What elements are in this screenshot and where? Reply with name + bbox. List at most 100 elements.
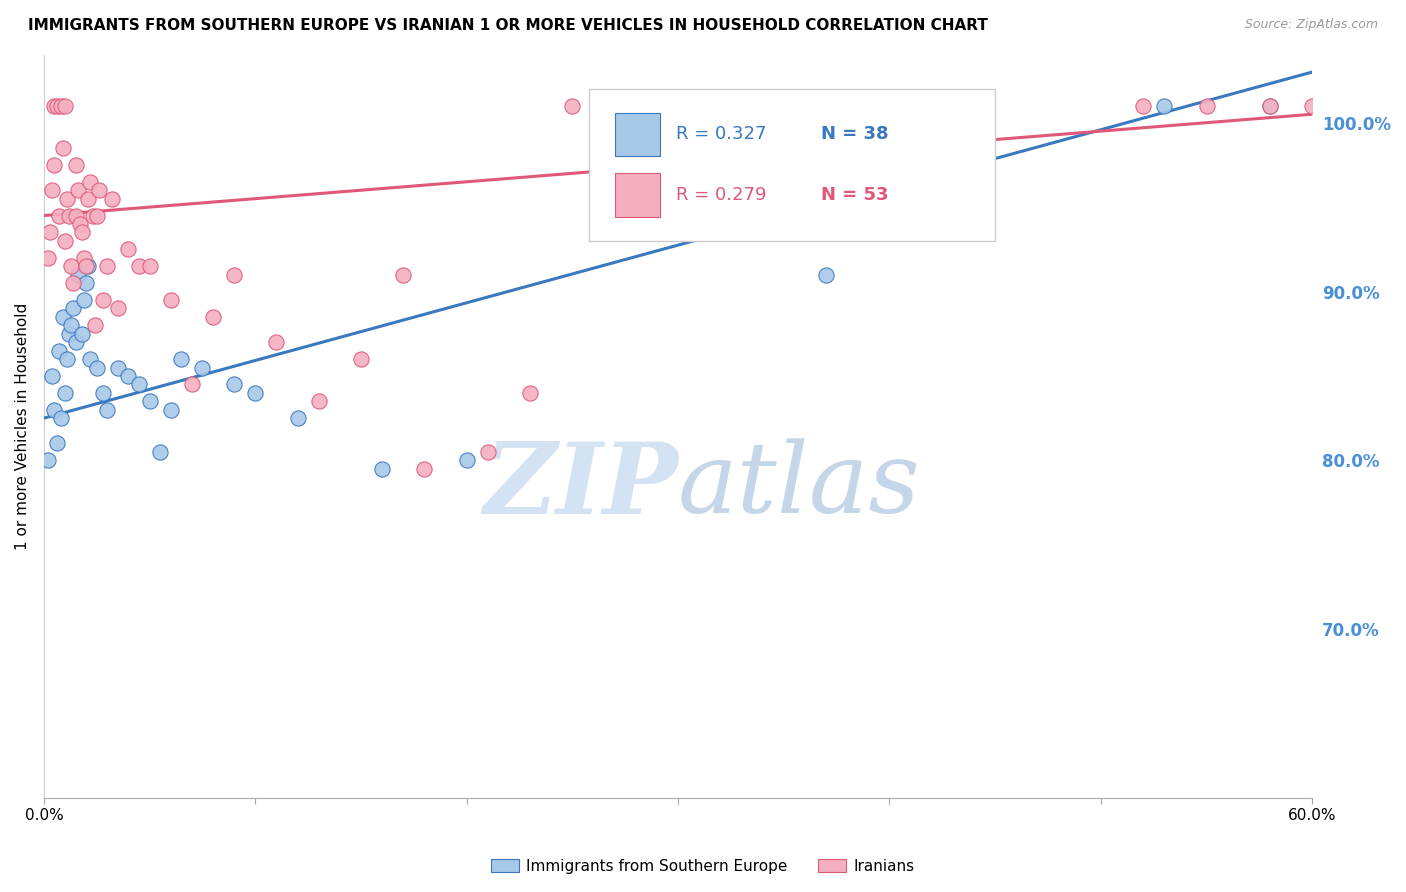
Point	[77, 259, 100, 273]
Point	[49, 411, 72, 425]
Point	[37, 453, 59, 467]
Point	[56, 192, 79, 206]
Point	[66, 183, 89, 197]
Point	[45, 99, 67, 113]
Point	[48, 343, 70, 358]
Point	[60, 259, 83, 273]
Point	[117, 368, 139, 383]
Point	[58, 209, 80, 223]
Point	[201, 310, 224, 324]
Text: Source: ZipAtlas.com: Source: ZipAtlas.com	[1244, 18, 1378, 31]
Point	[138, 259, 160, 273]
Point	[100, 192, 122, 206]
Point	[921, 99, 943, 113]
Text: IMMIGRANTS FROM SOUTHERN EUROPE VS IRANIAN 1 OR MORE VEHICLES IN HOUSEHOLD CORRE: IMMIGRANTS FROM SOUTHERN EUROPE VS IRANI…	[28, 18, 988, 33]
Point	[60, 318, 83, 333]
Point	[772, 99, 794, 113]
Point	[49, 99, 72, 113]
Point	[56, 352, 79, 367]
Text: N = 38: N = 38	[821, 126, 889, 144]
Point	[44, 402, 66, 417]
Point	[392, 268, 415, 282]
Point	[52, 141, 75, 155]
Point	[224, 377, 246, 392]
Point	[170, 352, 193, 367]
Point	[128, 259, 150, 273]
Point	[83, 318, 105, 333]
Point	[58, 326, 80, 341]
Point	[39, 226, 62, 240]
Point	[65, 335, 87, 350]
Point	[815, 268, 838, 282]
Point	[1132, 99, 1154, 113]
Point	[79, 175, 101, 189]
Point	[77, 192, 100, 206]
Point	[287, 411, 309, 425]
Point	[37, 251, 59, 265]
Point	[308, 394, 330, 409]
Point	[86, 209, 108, 223]
Point	[70, 226, 93, 240]
Point	[350, 352, 373, 367]
Point	[48, 209, 70, 223]
Point	[41, 183, 63, 197]
Point	[44, 99, 66, 113]
Point	[73, 293, 96, 307]
Text: R = 0.279: R = 0.279	[675, 186, 766, 204]
Point	[1301, 99, 1323, 113]
Point	[266, 335, 288, 350]
Text: ZIP: ZIP	[484, 438, 678, 534]
Point	[180, 377, 202, 392]
Point	[477, 445, 499, 459]
Point	[53, 99, 76, 113]
Point	[107, 360, 129, 375]
Point	[128, 377, 150, 392]
Point	[65, 209, 87, 223]
FancyBboxPatch shape	[614, 112, 661, 156]
Point	[245, 385, 267, 400]
FancyBboxPatch shape	[614, 173, 661, 217]
Point	[75, 276, 97, 290]
Point	[371, 462, 394, 476]
Text: R = 0.327: R = 0.327	[675, 126, 766, 144]
Y-axis label: 1 or more Vehicles in Household: 1 or more Vehicles in Household	[15, 303, 30, 550]
Point	[1258, 99, 1281, 113]
Point	[561, 99, 583, 113]
Text: N = 53: N = 53	[821, 186, 889, 204]
Point	[70, 326, 93, 341]
Point	[1195, 99, 1218, 113]
Point	[53, 234, 76, 248]
Point	[149, 445, 172, 459]
Point	[96, 259, 118, 273]
Point	[62, 301, 84, 316]
Point	[117, 242, 139, 256]
Point	[44, 158, 66, 172]
Point	[159, 402, 181, 417]
Point	[69, 217, 91, 231]
Point	[73, 251, 96, 265]
Point	[519, 385, 541, 400]
Point	[413, 462, 436, 476]
Text: atlas: atlas	[678, 438, 921, 533]
Point	[86, 360, 108, 375]
Point	[1153, 99, 1175, 113]
Point	[91, 293, 114, 307]
Point	[87, 183, 110, 197]
Point	[224, 268, 246, 282]
Point	[91, 385, 114, 400]
FancyBboxPatch shape	[589, 88, 995, 241]
Point	[65, 158, 87, 172]
Point	[159, 293, 181, 307]
Point	[1258, 99, 1281, 113]
Point	[107, 301, 129, 316]
Point	[96, 402, 118, 417]
Point	[66, 268, 89, 282]
Point	[456, 453, 478, 467]
Point	[41, 368, 63, 383]
Point	[62, 276, 84, 290]
Point	[138, 394, 160, 409]
Point	[53, 385, 76, 400]
Point	[52, 310, 75, 324]
Legend: Immigrants from Southern Europe, Iranians: Immigrants from Southern Europe, Iranian…	[485, 853, 921, 880]
Point	[45, 436, 67, 450]
